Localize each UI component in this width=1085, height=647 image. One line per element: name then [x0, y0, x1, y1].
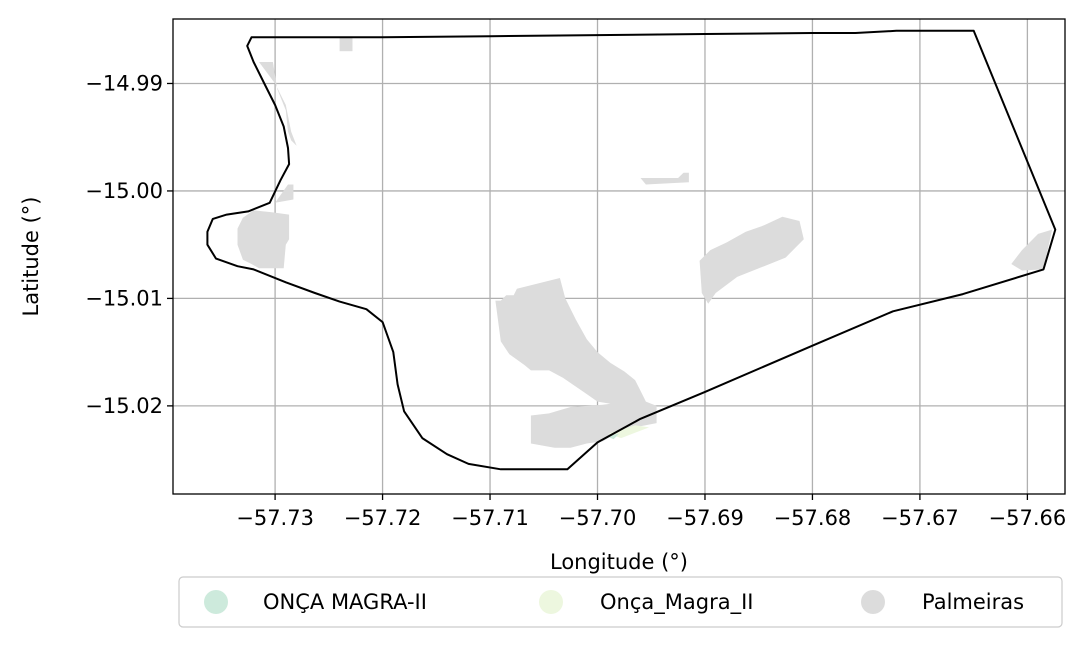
region-palmeiras	[339, 37, 353, 52]
y-tick-label: −15.02	[85, 394, 163, 418]
region-palmeiras	[1011, 229, 1053, 271]
x-axis-title: Longitude (°)	[550, 550, 688, 574]
region-polygons	[237, 37, 1053, 448]
legend-box	[178, 576, 1063, 628]
legend-marker	[539, 590, 563, 614]
region-on-a-magra-ii	[608, 425, 650, 439]
y-tick-label: −15.00	[85, 179, 163, 203]
legend-label: ONÇA MAGRA-II	[263, 590, 427, 614]
legend-marker	[861, 590, 885, 614]
legend-label: Onça_Magra_II	[600, 590, 753, 615]
x-tick-label: −57.70	[559, 506, 637, 530]
legend: ONÇA MAGRA-II Onça_Magra_II Palmeiras	[178, 576, 1063, 628]
region-palmeiras	[259, 62, 297, 146]
y-axis-title: Latitude (°)	[19, 197, 43, 317]
plot-area	[172, 18, 1066, 495]
x-tick-label: −57.68	[774, 506, 852, 530]
region-palmeiras	[699, 216, 804, 304]
region-palmeiras	[495, 278, 657, 448]
y-tick-label: −15.01	[85, 286, 163, 310]
x-tick-label: −57.67	[881, 506, 959, 530]
x-tick-label: −57.71	[451, 506, 529, 530]
y-tick-label: −14.99	[85, 71, 163, 95]
plot-frame	[172, 18, 1066, 495]
region-on-a-magra-ii	[606, 433, 619, 440]
gridlines	[173, 19, 1065, 494]
x-tick-label: −57.72	[344, 506, 422, 530]
x-tick-label: −57.73	[236, 506, 314, 530]
x-tick-label: −57.69	[666, 506, 744, 530]
region-palmeiras	[237, 210, 290, 269]
study-area-boundary	[206, 29, 1057, 471]
x-tick-label: −57.66	[989, 506, 1067, 530]
boundary-outline	[206, 29, 1057, 471]
legend-label: Palmeiras	[922, 590, 1024, 614]
region-palmeiras	[275, 184, 294, 203]
region-palmeiras	[640, 172, 689, 185]
axis-ticks: −57.73 −57.72 −57.71 −57.70 −57.69 −57.68 −57.…	[85, 71, 1066, 530]
legend-marker	[204, 590, 228, 614]
